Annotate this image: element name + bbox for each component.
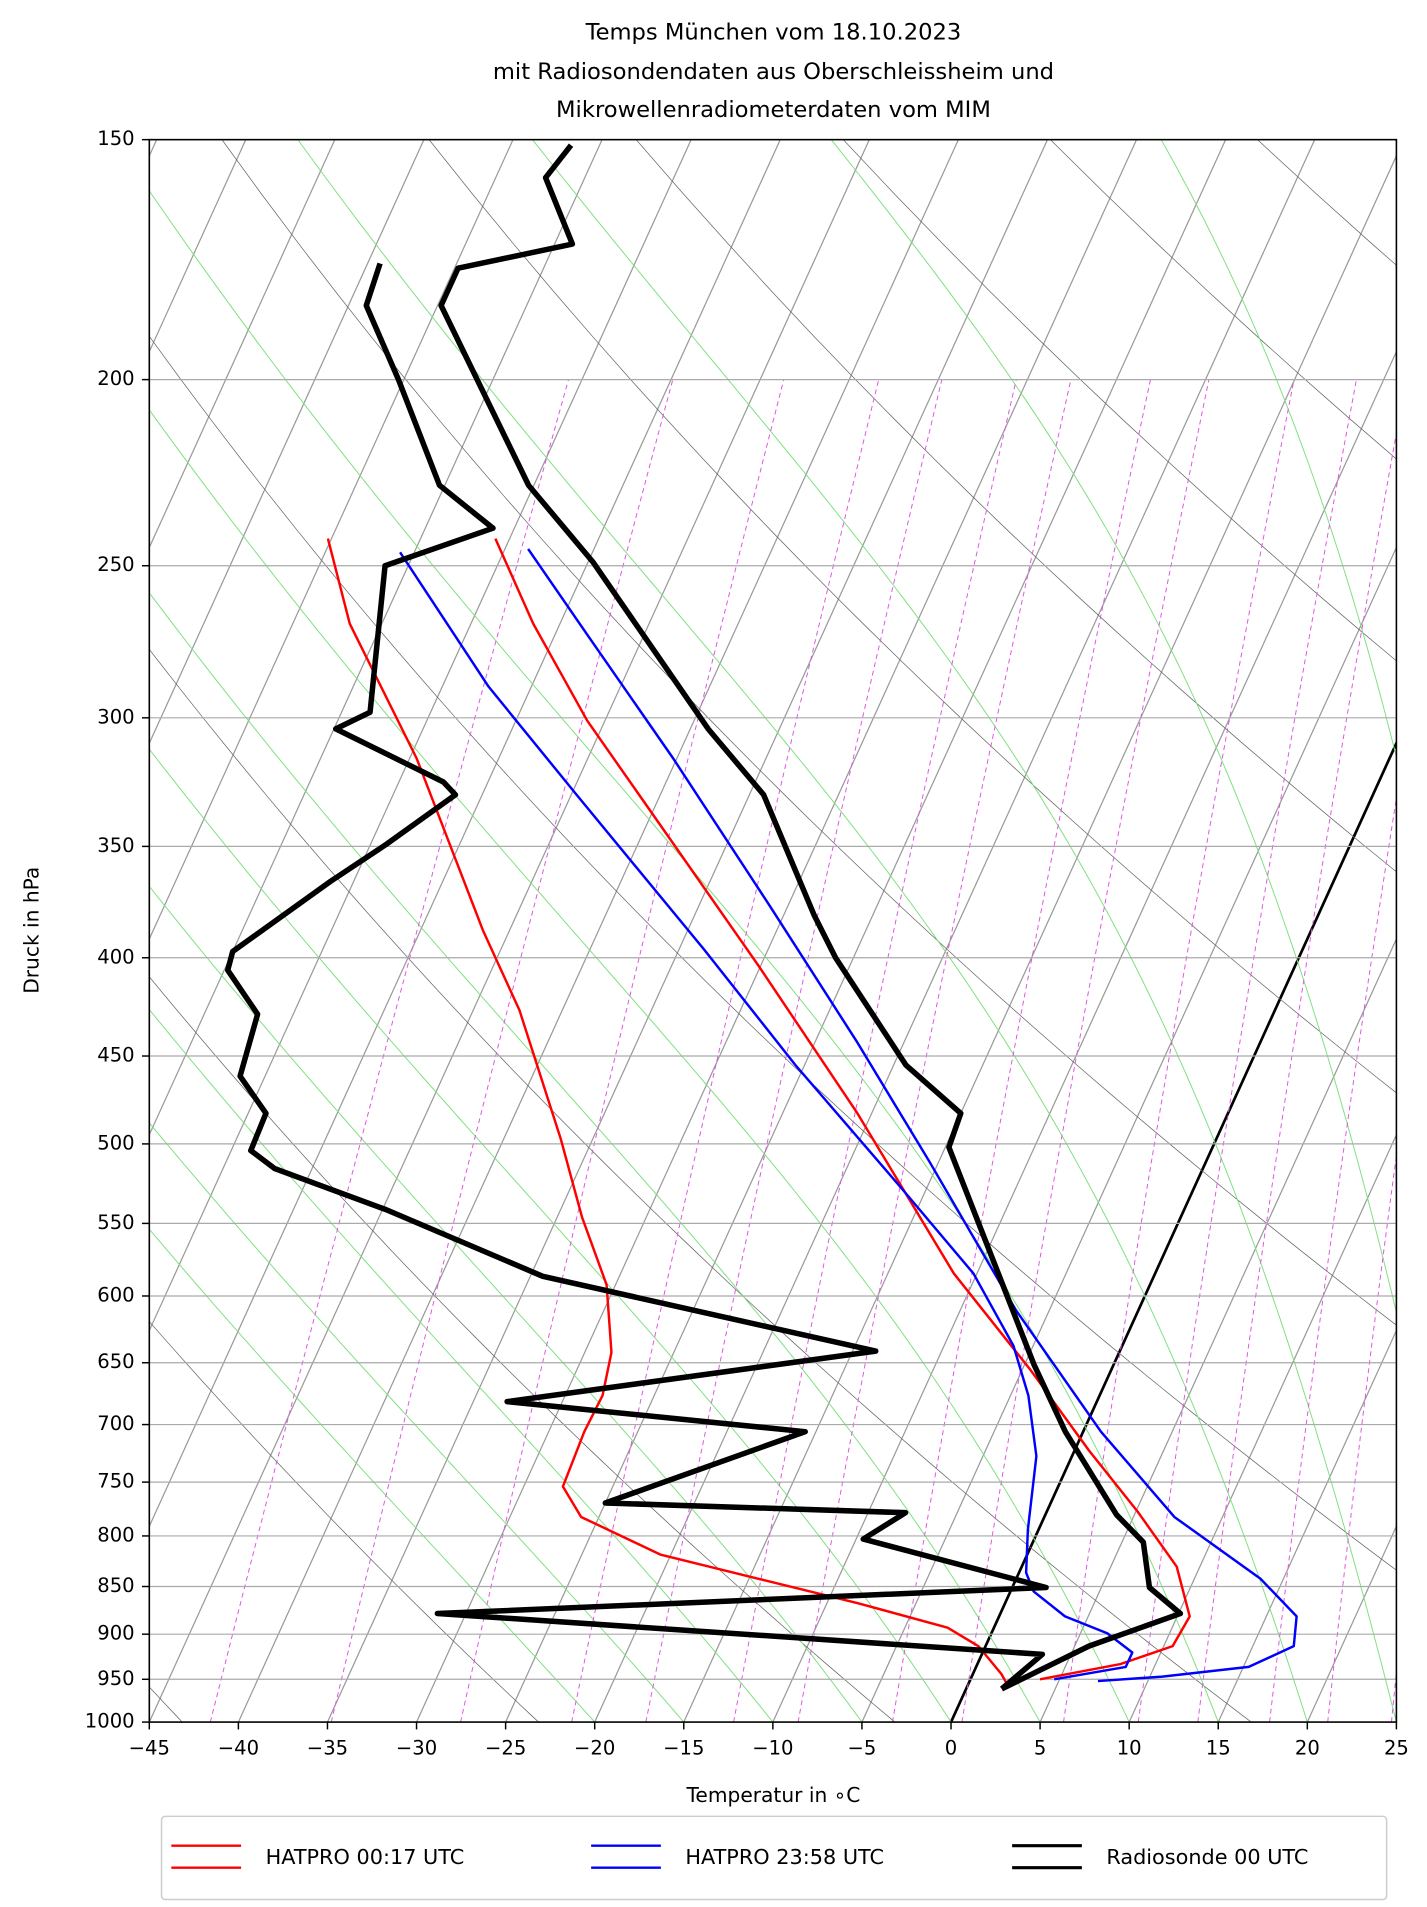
isotherm [1128, 1133, 1397, 1723]
moist-adiabat [149, 189, 1219, 1723]
y-tick-label: 700 [97, 1412, 134, 1435]
isotherm [149, 139, 781, 1528]
x-tick-label: −35 [307, 1736, 348, 1759]
isotherm [149, 139, 870, 1723]
isotherm [772, 350, 1397, 1723]
y-tick-label: 950 [97, 1667, 134, 1690]
chart-title: mit Radiosondendaten aus Oberschleisshei… [493, 59, 1054, 85]
profile-line [326, 538, 1008, 1684]
legend-label: HATPRO 00:17 UTC [266, 1845, 465, 1869]
y-tick-label: 850 [97, 1574, 134, 1597]
isotherm [149, 139, 603, 1137]
x-tick-label: 20 [1295, 1736, 1320, 1759]
y-axis-label: Druck in hPa [20, 867, 44, 994]
moist-adiabat [149, 591, 1041, 1723]
isotherm [1217, 1329, 1397, 1723]
isotherm [149, 139, 692, 1332]
x-tick-label: 10 [1117, 1736, 1142, 1759]
x-tick-label: −10 [752, 1736, 793, 1759]
dry-adiabat [149, 1320, 539, 1723]
moist-adiabat [297, 139, 1308, 1723]
legend-label: HATPRO 23:58 UTC [685, 1845, 884, 1869]
isotherm [594, 139, 1316, 1723]
y-tick-label: 1000 [85, 1710, 135, 1733]
y-tick-label: 450 [97, 1044, 134, 1067]
y-tick-label: 900 [97, 1622, 134, 1645]
y-tick-label: 800 [97, 1523, 134, 1546]
x-tick-label: −45 [129, 1736, 170, 1759]
isotherm [149, 139, 514, 941]
isotherm [861, 545, 1397, 1723]
y-tick-label: 350 [97, 834, 134, 857]
isotherm [949, 739, 1397, 1723]
y-tick-label: 500 [97, 1131, 134, 1154]
chart-title: Temps München vom 18.10.2023 [585, 20, 962, 46]
y-tick-label: 750 [97, 1470, 134, 1493]
x-axis-label: Temperatur in ∘C [686, 1783, 861, 1807]
moist-adiabat [830, 139, 1397, 1315]
x-tick-label: −5 [847, 1736, 876, 1759]
isotherm [683, 154, 1397, 1723]
isotherm [237, 139, 959, 1723]
y-tick-label: 300 [97, 705, 134, 728]
isotherm [415, 139, 1138, 1723]
profile-line [527, 548, 1298, 1683]
dry-adiabat [149, 335, 1397, 1571]
mixing-ratio-line [571, 379, 880, 1723]
x-tick-label: −30 [396, 1736, 437, 1759]
x-tick-label: 25 [1384, 1736, 1409, 1759]
x-tick-label: 0 [945, 1736, 957, 1759]
y-tick-label: 600 [97, 1283, 134, 1306]
isotherm [149, 139, 336, 549]
isotherm [1039, 937, 1397, 1723]
legend-box [160, 1815, 1388, 1901]
dry-adiabat [428, 139, 1397, 1094]
y-tick-label: 400 [97, 945, 134, 968]
y-tick-label: 150 [97, 127, 134, 150]
y-tick-label: 200 [97, 367, 134, 390]
y-tick-label: 250 [97, 553, 134, 576]
profile-line [224, 262, 1049, 1691]
moist-adiabat [149, 1122, 685, 1723]
x-tick-label: −40 [218, 1736, 259, 1759]
mixing-ratio-line [797, 379, 1072, 1723]
y-tick-label: 650 [97, 1350, 134, 1373]
dry-adiabat [149, 648, 1252, 1723]
moist-adiabat [149, 885, 863, 1723]
data-lines [224, 143, 1298, 1692]
y-tick-label: 550 [97, 1211, 134, 1234]
dry-adiabat [149, 976, 896, 1723]
axes: 1502002503003504004505005506006507007508… [85, 127, 1409, 1759]
x-tick-label: −25 [485, 1736, 526, 1759]
profile-line [494, 538, 1191, 1681]
x-tick-label: 5 [1034, 1736, 1046, 1759]
moist-adiabat [1160, 139, 1397, 760]
dry-adiabat [635, 139, 1397, 873]
moist-adiabat [149, 1008, 774, 1723]
moist-adiabat [532, 139, 1397, 1723]
legend-label: Radiosonde 00 UTC [1106, 1845, 1308, 1869]
x-tick-label: 15 [1206, 1736, 1231, 1759]
legend: HATPRO 00:17 UTC HATPRO 23:58 UTC Radioson… [171, 1844, 1308, 1870]
x-tick-label: −15 [663, 1736, 704, 1759]
x-tick-label: −20 [574, 1736, 615, 1759]
chart-title: Mikrowellenradiometerdaten vom MIM [556, 97, 991, 123]
mixing-ratio-line [733, 379, 1017, 1723]
profile-line [438, 143, 1184, 1692]
moist-adiabat [149, 1228, 596, 1723]
